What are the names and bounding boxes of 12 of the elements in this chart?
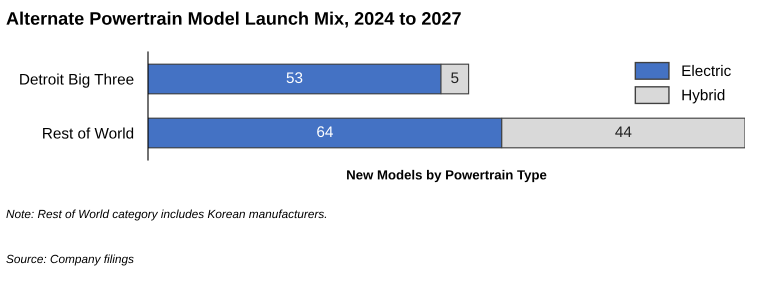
data-label: 5 [451, 72, 458, 84]
y-tick-label: Rest of World [43, 127, 134, 139]
text: Note: Rest of World category includes Korean manufacturers. [6, 209, 326, 220]
x-axis-title: New Models by Powertrain Type [347, 170, 546, 182]
data-label: 44 [615, 126, 632, 137]
y-tick-label: Detroit Big Three [20, 73, 134, 88]
legend-label: Electric [682, 64, 731, 76]
chart-title: Alternate Powertrain Model Launch Mix, 2024 to 2027 [6, 12, 461, 28]
source-note: Source: Company filings [6, 254, 134, 266]
legend-label: Hybrid [682, 89, 724, 104]
data-label: 53 [286, 72, 302, 84]
data-label: 64 [317, 126, 333, 138]
